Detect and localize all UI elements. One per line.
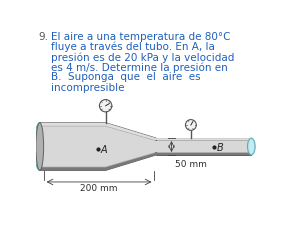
Text: 9.: 9. <box>38 32 48 42</box>
Ellipse shape <box>36 123 44 170</box>
Ellipse shape <box>249 139 254 154</box>
Text: 200 mm: 200 mm <box>80 184 118 193</box>
Circle shape <box>185 120 196 130</box>
Polygon shape <box>40 127 156 167</box>
Text: $A$: $A$ <box>100 143 109 155</box>
Text: El aire a una temperatura de 80°C: El aire a una temperatura de 80°C <box>51 32 230 42</box>
Text: B.  Suponga  que  el  aire  es: B. Suponga que el aire es <box>51 72 200 82</box>
Polygon shape <box>156 138 251 155</box>
Polygon shape <box>156 138 251 140</box>
Ellipse shape <box>34 123 45 170</box>
Polygon shape <box>40 123 156 170</box>
Circle shape <box>99 99 112 112</box>
Text: presión es de 20 kPa y la velocidad: presión es de 20 kPa y la velocidad <box>51 52 234 63</box>
Text: $B$: $B$ <box>216 140 224 153</box>
Text: 50 mm: 50 mm <box>174 160 206 169</box>
Polygon shape <box>156 141 251 152</box>
Text: fluye a través del tubo. En A, la: fluye a través del tubo. En A, la <box>51 42 214 52</box>
Ellipse shape <box>247 138 255 155</box>
Polygon shape <box>156 153 251 155</box>
Text: incompresible: incompresible <box>51 83 124 93</box>
Polygon shape <box>40 153 156 170</box>
Ellipse shape <box>36 145 42 160</box>
Polygon shape <box>40 123 156 140</box>
Text: es 4 m/s. Determine la presión en: es 4 m/s. Determine la presión en <box>51 62 227 73</box>
